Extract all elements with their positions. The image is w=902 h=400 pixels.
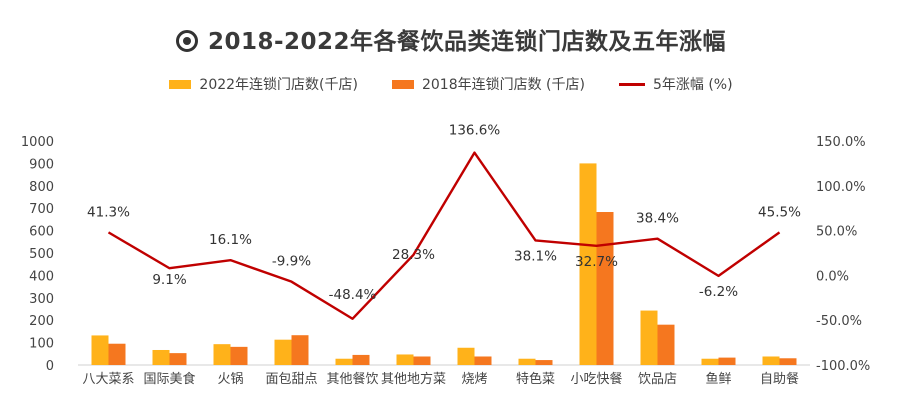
legend-label-2022: 2022年连锁门店数(千店) xyxy=(199,77,358,93)
growth-data-label: 136.6% xyxy=(449,123,501,139)
bar-2022 xyxy=(518,358,536,365)
bar-2018 xyxy=(596,212,614,365)
y-right-tick-label: 0.0% xyxy=(816,269,849,284)
bar-2018 xyxy=(291,335,309,365)
x-tick-label: 烧烤 xyxy=(461,372,487,387)
bar-2018 xyxy=(352,354,370,365)
growth-line xyxy=(107,151,781,320)
growth-data-label: -9.9% xyxy=(272,254,311,270)
legend-item-2018: 2018年连锁门店数 (千店) xyxy=(391,74,585,94)
bar-2022 xyxy=(579,163,597,365)
bar-2022 xyxy=(335,358,353,365)
bar-2022 xyxy=(213,344,231,365)
y-left-tick-label: 600 xyxy=(29,225,54,240)
bar-2022 xyxy=(91,335,109,365)
x-tick-label: 其他餐饮 xyxy=(326,371,378,387)
x-tick-label: 国际美食 xyxy=(143,371,195,387)
bar-2022 xyxy=(152,349,170,365)
bar-2022 xyxy=(762,356,780,365)
growth-data-label: 38.1% xyxy=(514,248,557,264)
bar-2018 xyxy=(108,343,126,365)
growth-data-label: 41.3% xyxy=(87,204,130,220)
x-tick-label: 特色菜 xyxy=(516,371,555,387)
bar-2018 xyxy=(474,356,492,365)
chart-title-text: 2018-2022年各餐饮品类连锁门店数及五年涨幅 xyxy=(207,29,727,55)
bar-2018 xyxy=(230,346,248,365)
y-right-tick-label: -100.0% xyxy=(816,359,870,374)
bar-2018 xyxy=(169,353,187,365)
growth-data-label: -48.4% xyxy=(329,287,377,303)
y-left-tick-label: 900 xyxy=(29,157,54,172)
y-left-tick-label: 500 xyxy=(29,247,54,262)
x-tick-label: 八大菜系 xyxy=(82,372,134,387)
bar-2022 xyxy=(396,354,414,365)
x-tick-label: 小吃快餐 xyxy=(570,371,622,387)
x-tick-label: 其他地方菜 xyxy=(381,371,446,387)
growth-data-label: 28.3% xyxy=(392,247,435,263)
legend-swatch-2022 xyxy=(169,79,192,89)
bar-2018 xyxy=(718,357,736,365)
y-right-tick-label: 150.0% xyxy=(816,135,866,150)
bar-2022 xyxy=(274,339,292,365)
legend-item-growth: 5年涨幅 (%) xyxy=(618,74,733,94)
y-left-tick-label: 300 xyxy=(29,292,54,307)
growth-data-label: 38.4% xyxy=(636,211,679,227)
bar-2022 xyxy=(701,358,719,365)
bar-2018 xyxy=(535,360,553,365)
bar-2018 xyxy=(413,356,431,365)
bar-2018 xyxy=(779,358,797,365)
y-left-tick-label: 0 xyxy=(46,359,54,374)
y-left-tick-label: 800 xyxy=(29,180,54,195)
legend-swatch-growth xyxy=(618,82,645,86)
growth-data-label: 32.7% xyxy=(575,254,618,270)
x-tick-label: 面包甜点 xyxy=(265,371,317,387)
growth-data-label: 9.1% xyxy=(152,272,186,288)
y-right-tick-label: 50.0% xyxy=(816,225,857,240)
y-left-tick-label: 1000 xyxy=(21,135,54,150)
y-left-tick-label: 400 xyxy=(29,269,54,284)
x-tick-label: 鱼鲜 xyxy=(705,371,731,387)
bar-2022 xyxy=(457,347,475,365)
y-right-tick-label: 100.0% xyxy=(816,180,866,195)
x-tick-label: 火锅 xyxy=(217,371,243,387)
growth-data-label: 45.5% xyxy=(758,204,801,220)
x-tick-label: 自助餐 xyxy=(760,371,799,387)
legend-label-2018: 2018年连锁门店数 (千店) xyxy=(421,77,585,93)
x-tick-label: 饮品店 xyxy=(638,372,677,387)
bar-2018 xyxy=(657,324,675,365)
chart-legend: 2022年连锁门店数(千店) 2018年连锁门店数 (千店) 5年涨幅 (%) xyxy=(0,74,902,94)
y-right-tick-label: -50.0% xyxy=(816,314,862,329)
chart-title: 2018-2022年各餐饮品类连锁门店数及五年涨幅 xyxy=(0,22,902,56)
y-left-tick-label: 100 xyxy=(29,337,54,352)
legend-swatch-2018 xyxy=(391,79,414,89)
bar-2022 xyxy=(640,310,658,365)
legend-label-growth: 5年涨幅 (%) xyxy=(652,77,733,93)
growth-data-label: 16.1% xyxy=(209,232,252,248)
target-icon xyxy=(175,30,198,52)
growth-data-label: -6.2% xyxy=(699,284,738,300)
y-left-tick-label: 700 xyxy=(29,202,54,217)
y-left-tick-label: 200 xyxy=(29,314,54,329)
legend-item-2022: 2022年连锁门店数(千店) xyxy=(169,74,358,94)
